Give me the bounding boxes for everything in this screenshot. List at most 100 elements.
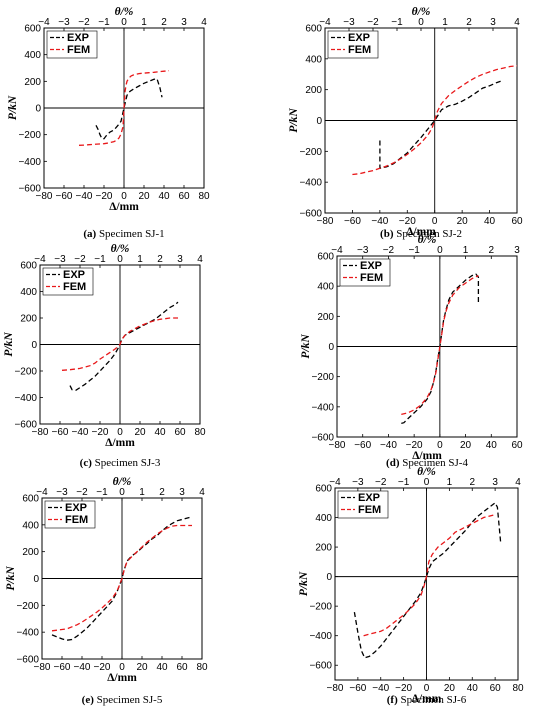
y-axis-title: P/kN [298, 571, 310, 596]
y-tick-label: −600 [18, 184, 41, 195]
x-axis-title: Δ/mm [109, 201, 139, 213]
caption-text: Specimen SJ-3 [92, 457, 161, 469]
caption-text: Specimen SJ-5 [94, 694, 163, 706]
x-axis-title: Δ/mm [105, 437, 135, 449]
x-tick-label: −40 [72, 427, 89, 438]
series-line-exp [353, 501, 502, 659]
x-tick-label: −20 [399, 216, 416, 227]
y-axis-title: P/kN [3, 332, 15, 357]
series-line-exp [379, 79, 504, 170]
y-tick-label: −200 [18, 130, 41, 141]
y-tick-label: 0 [33, 574, 39, 585]
chart-panel-1: −80 −60 −40 −20 0 20 40 60 80−600−400−2000200400… [7, 6, 210, 240]
y-axis-title: P/kN [7, 95, 19, 120]
x-tick-label: 60 [178, 191, 190, 202]
y-tick-label: 400 [305, 54, 322, 65]
x-tick-label: 20 [460, 440, 472, 451]
top-x-tick-label: 1 [141, 17, 147, 28]
x-axis-title: Δ/mm [412, 693, 442, 705]
x-tick-label: 0 [432, 216, 438, 227]
y-tick-label: 0 [35, 104, 41, 115]
caption-label: (d) [386, 457, 400, 469]
x-tick-label: 40 [158, 191, 170, 202]
top-x-tick-label: −3 [352, 477, 364, 488]
x-tick-label: 80 [512, 683, 524, 694]
top-x-tick-label: −2 [74, 254, 86, 265]
top-x-tick-label: 4 [197, 254, 203, 265]
top-x-tick-label: 1 [137, 254, 143, 265]
x-tick-label: 0 [437, 440, 443, 451]
legend-label-fem: FEM [63, 281, 86, 293]
top-x-tick-label: −2 [76, 487, 88, 498]
x-tick-label: −80 [36, 191, 53, 202]
y-tick-label: 200 [315, 543, 332, 554]
series-line-fem [78, 70, 170, 146]
top-x-tick-label: −4 [331, 245, 343, 256]
top-x-tick-label: −2 [375, 477, 387, 488]
x-tick-label: 20 [444, 683, 456, 694]
y-tick-label: 0 [31, 340, 37, 351]
legend-label-exp: EXP [67, 32, 89, 44]
y-tick-label: −400 [299, 178, 322, 189]
legend-box [339, 258, 391, 287]
top-x-tick-label: 1 [463, 245, 469, 256]
x-tick-label: −40 [74, 662, 91, 673]
y-tick-label: −400 [16, 628, 39, 639]
y-tick-label: −200 [311, 372, 334, 383]
y-tick-label: −400 [311, 402, 334, 413]
x-tick-label: 40 [484, 216, 496, 227]
top-x-tick-label: 1 [139, 487, 145, 498]
y-tick-label: 600 [317, 252, 334, 263]
top-x-tick-label: 2 [161, 17, 167, 28]
caption: (a) Specimen SJ-1 [83, 228, 164, 240]
x-tick-label: 80 [196, 662, 208, 673]
top-x-tick-label: −3 [56, 487, 68, 498]
y-tick-label: 400 [315, 513, 332, 524]
top-x-axis-title: θ/% [113, 476, 132, 488]
y-tick-label: −400 [14, 393, 37, 404]
top-x-tick-label: 4 [515, 477, 521, 488]
caption-label: (b) [380, 228, 394, 240]
legend-label-exp: EXP [358, 492, 380, 504]
top-x-tick-label: −1 [96, 487, 108, 498]
top-x-tick-label: 4 [201, 17, 207, 28]
top-x-tick-label: 3 [179, 487, 185, 498]
x-tick-label: −20 [92, 427, 109, 438]
legend-label-fem: FEM [358, 504, 381, 516]
top-x-axis-title: θ/% [111, 243, 130, 255]
x-tick-label: 20 [134, 427, 146, 438]
top-x-tick-label: 2 [469, 477, 475, 488]
legend-box [337, 490, 389, 519]
x-tick-label: −80 [34, 662, 51, 673]
legend-label-exp: EXP [360, 260, 382, 272]
x-tick-label: 0 [119, 662, 125, 673]
caption-label: (a) [83, 228, 96, 240]
legend-label-fem: FEM [348, 44, 371, 56]
x-tick-label: −60 [54, 662, 71, 673]
top-x-axis-title: θ/% [417, 466, 436, 478]
top-x-tick-label: −2 [78, 17, 90, 28]
top-x-tick-label: 2 [466, 17, 472, 28]
caption-label: (f) [387, 694, 398, 706]
y-tick-label: 400 [22, 520, 39, 531]
legend-label-fem: FEM [360, 272, 383, 284]
x-tick-label: 60 [511, 440, 523, 451]
x-tick-label: −80 [327, 683, 344, 694]
x-axis-title: Δ/mm [107, 672, 137, 684]
x-tick-label: −60 [349, 683, 366, 694]
y-tick-label: −600 [309, 661, 332, 672]
caption-text: Specimen SJ-6 [398, 694, 467, 706]
top-x-tick-label: −4 [319, 17, 331, 28]
top-x-tick-label: −3 [343, 17, 355, 28]
legend-box [42, 267, 94, 296]
top-x-tick-label: 3 [514, 245, 520, 256]
series-line-exp [95, 77, 163, 140]
y-tick-label: −600 [14, 420, 37, 431]
series-line-exp [51, 516, 193, 641]
y-axis-title: P/kN [288, 108, 300, 133]
x-tick-label: −40 [371, 216, 388, 227]
y-tick-label: 0 [326, 572, 332, 583]
x-axis-title: Δ/mm [412, 450, 442, 462]
